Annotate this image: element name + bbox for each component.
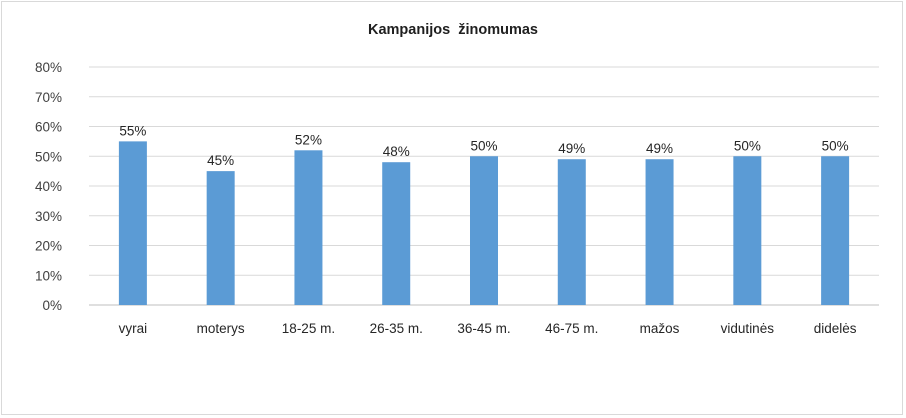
- data-label: 50%: [734, 138, 761, 153]
- chart-title: Kampanijos žinomumas: [368, 22, 538, 38]
- y-tick-label: 80%: [35, 60, 62, 75]
- x-tick-label: 36-45 m.: [457, 321, 510, 336]
- data-labels: 55% 45% 52% 48% 50% 49% 49% 50% 50%: [119, 123, 848, 168]
- y-tick-label: 50%: [35, 149, 62, 164]
- x-axis-category-labels: vyrai moterys 18-25 m. 26-35 m. 36-45 m. 46-7…: [119, 321, 857, 336]
- x-tick-label: 46-75 m.: [545, 321, 598, 336]
- data-label: 52%: [295, 132, 322, 147]
- bar: [118, 141, 147, 305]
- y-tick-label: 70%: [35, 90, 62, 105]
- data-label: 55%: [119, 123, 146, 138]
- data-label: 48%: [383, 144, 410, 159]
- data-label: 49%: [646, 141, 673, 156]
- data-label: 45%: [207, 153, 234, 168]
- bar: [821, 156, 850, 305]
- bar: [557, 159, 586, 305]
- y-tick-label: 30%: [35, 209, 62, 224]
- x-tick-label: vidutinės: [721, 321, 775, 336]
- bars: [118, 141, 850, 305]
- x-tick-label: moterys: [197, 321, 245, 336]
- x-tick-label: vyrai: [119, 321, 148, 336]
- x-tick-label: mažos: [640, 321, 680, 336]
- bar: [382, 162, 411, 305]
- y-tick-label: 60%: [35, 120, 62, 135]
- y-tick-label: 40%: [35, 179, 62, 194]
- y-tick-label: 20%: [35, 239, 62, 254]
- bar: [294, 150, 323, 305]
- bar: [645, 159, 674, 305]
- x-tick-label: didelės: [814, 321, 857, 336]
- y-tick-label: 10%: [35, 268, 62, 283]
- bar: [470, 156, 498, 305]
- data-label: 50%: [822, 138, 849, 153]
- y-axis-tick-labels: 0% 10% 20% 30% 40% 50% 60% 70% 80%: [35, 60, 62, 313]
- data-label: 50%: [470, 138, 497, 153]
- y-tick-label: 0%: [42, 298, 62, 313]
- x-tick-label: 18-25 m.: [282, 321, 335, 336]
- x-tick-label: 26-35 m.: [370, 321, 423, 336]
- data-label: 49%: [558, 141, 585, 156]
- bar: [733, 156, 762, 305]
- bar: [206, 171, 235, 305]
